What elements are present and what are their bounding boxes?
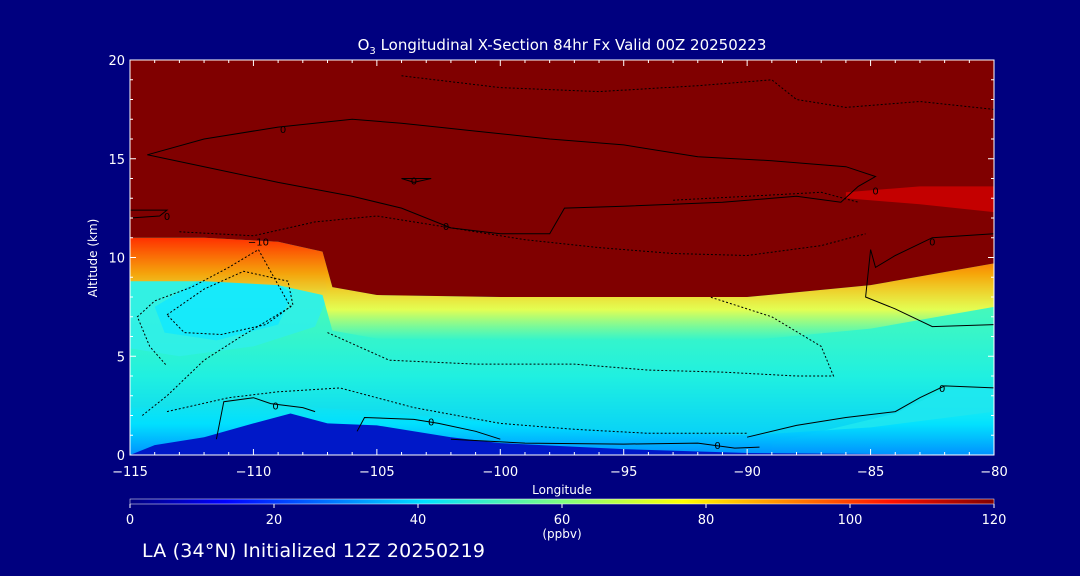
contour-neg10-mid (327, 296, 835, 377)
x-tick-label: −85 (857, 465, 884, 480)
contour-zero-mid-low (356, 416, 501, 440)
y-tick-label: 10 (108, 252, 125, 267)
y-axis: 0 5 10 15 20 (108, 54, 994, 464)
title-rest: Longitudinal X-Section 84hr Fx Valid 00Z… (376, 36, 767, 54)
y-tick-label: 20 (108, 54, 125, 69)
y-tick-label: 5 (117, 350, 125, 365)
contour-neg10-upper-right (673, 191, 859, 203)
title-species: O (358, 36, 370, 54)
colorbar-tick-label: 40 (410, 513, 427, 528)
colorbar-ticks: 0 20 40 60 80 100 120 (126, 504, 1007, 528)
contour-zero-east-upper (865, 233, 994, 328)
contour-neg10-upper-trop (179, 215, 866, 257)
colorbar-tick-label: 0 (126, 513, 134, 528)
contour-label: 0 (428, 417, 434, 428)
colorbar-tick-label: 120 (982, 513, 1007, 528)
stratospheric-red-streak (845, 186, 994, 213)
x-tick-label: −110 (236, 465, 272, 480)
contour-label: 0 (939, 384, 945, 395)
contour-zero-upper (147, 118, 877, 235)
contour-label: −10 (248, 238, 269, 249)
colorbar-tick-label: 60 (554, 513, 571, 528)
colorbar (129, 498, 995, 505)
colorbar-tick-label: 20 (266, 513, 283, 528)
y-tick-label: 15 (108, 153, 125, 168)
x-tick-label: −100 (482, 465, 518, 480)
tropopause-gradient-band (130, 237, 994, 341)
x-tick-label: −115 (112, 465, 148, 480)
contour-neg10-west-inner (166, 270, 294, 336)
x-axis-label: Longitude (532, 483, 592, 497)
contour-zero-east-low (746, 385, 994, 438)
contour-label: 0 (443, 222, 449, 233)
x-tick-label: −95 (610, 465, 637, 480)
contour-neg10-top (401, 75, 994, 110)
chart-title: O3 Longitudinal X-Section 84hr Fx Valid … (358, 36, 767, 57)
contour-zero-small-upper (401, 178, 432, 183)
x-tick-label: −80 (980, 465, 1007, 480)
surface-terrain (130, 413, 994, 455)
stratospheric-high-ozone (130, 60, 994, 297)
contour-label: 0 (714, 441, 720, 452)
ozone-field: 0 0 0 0 −10 0 0 0 0 0 0 (130, 60, 994, 455)
contour-label: 0 (164, 212, 170, 223)
contour-label: 0 (929, 238, 935, 249)
contour-label: 0 (872, 186, 878, 197)
x-axis: −115 −110 −105 −100 −95 −90 −85 −80 (112, 60, 1008, 480)
colorbar-tick-label: 100 (838, 513, 863, 528)
x-tick-label: −90 (733, 465, 760, 480)
colorbar-tick-label: 80 (698, 513, 715, 528)
contour-labels: 0 0 0 0 −10 0 0 0 0 0 0 (164, 125, 946, 452)
title-subscript: 3 (369, 46, 375, 57)
contour-label: 0 (272, 402, 278, 413)
western-low-ozone-core (154, 271, 293, 341)
x-tick-label: −105 (359, 465, 395, 480)
contour-label: 0 (280, 125, 286, 136)
colorbar-unit-label: (ppbv) (542, 527, 581, 541)
y-tick-label: 0 (117, 449, 125, 464)
contour-lines (130, 75, 994, 449)
y-axis-label: Altitude (km) (86, 219, 100, 298)
contour-zero-surface-band (450, 438, 760, 449)
footer-initialization-text: LA (34°N) Initialized 12Z 20250219 (142, 540, 486, 562)
contour-label: 0 (411, 177, 417, 188)
contour-zero-west-edge (130, 209, 169, 219)
contour-zero-west-low (215, 397, 316, 440)
